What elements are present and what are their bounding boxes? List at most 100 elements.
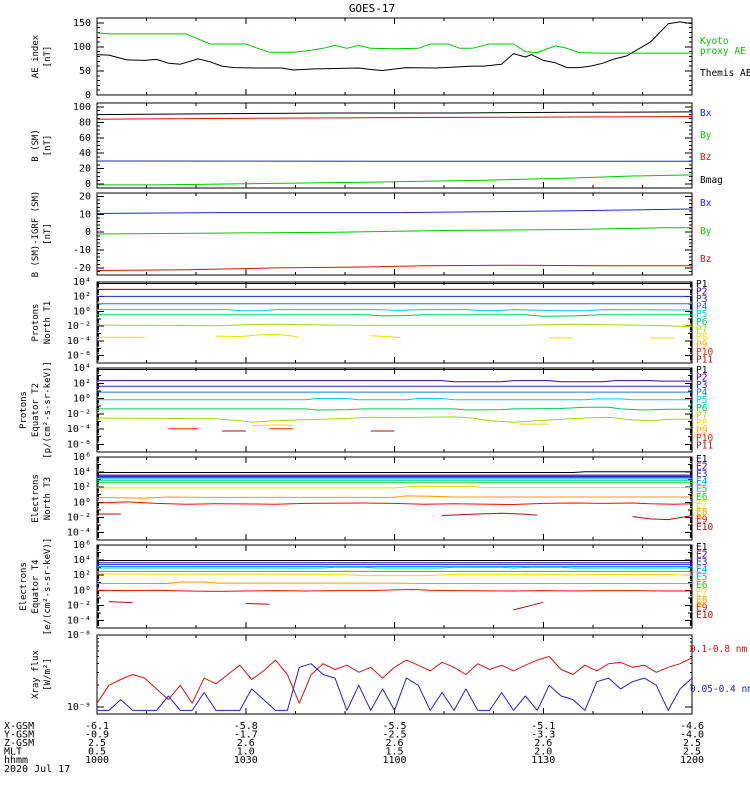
y-axis-label: [nT] [43, 46, 53, 68]
axis-row-value: -2.5 [382, 730, 406, 741]
axis-row-value: 2.5 [88, 738, 106, 749]
series-E10 [632, 515, 693, 521]
series-xray-short [97, 663, 693, 711]
legend-item-E4: E4 [696, 565, 708, 576]
y-axis-label: AE index [31, 34, 41, 78]
axis-row-value: -5.5 [382, 721, 406, 732]
axis-row-value: -6.1 [85, 721, 109, 732]
series-E9 [96, 501, 693, 505]
y-tick-label: 0 [85, 90, 91, 101]
legend-item-E8: E8 [696, 507, 708, 518]
legend-item-P10: P10 [696, 347, 713, 358]
series-Bz [96, 264, 692, 271]
axis-row-value: 2.0 [534, 747, 552, 758]
series-Bx [96, 208, 693, 214]
panel-electrons-equator-t4: 10⁶ 10⁴ 10² 10⁰ 10⁻² 10⁻⁴ Electrons Equator T4[… [19, 538, 713, 636]
y-tick-label: 10⁻² [67, 600, 91, 611]
legend-item-P1: P1 [696, 365, 708, 376]
legend-item-E2: E2 [696, 462, 707, 473]
y-axis-label: [nT] [43, 223, 53, 245]
y-tick-label: 10 [79, 209, 91, 220]
y-axis-label: Xray flux [31, 650, 41, 699]
y-tick-label: 20 [79, 164, 91, 175]
y-tick-label: 20 [79, 192, 91, 203]
bottom-axis: X-GSM -6.1 -5.8 -5.5 -5.1 -4.6 Y-GSM -0.9 -1.7 -2… [4, 721, 704, 766]
y-tick-label: 10⁰ [73, 306, 91, 317]
y-axis-label: B (SM) [31, 129, 41, 162]
y-tick-label: 10⁻² [67, 512, 91, 523]
panel-protons-equator-t2: 10⁴ 10² 10⁰ 10⁻² 10⁻⁴ 10⁻⁶ Protons Equator T2 [p… [19, 361, 713, 459]
legend-item-E3: E3 [696, 557, 707, 568]
legend-item-P8: P8 [696, 418, 708, 429]
legend-item-E8: E8 [696, 595, 708, 606]
y-tick-label: 10⁰ [73, 497, 91, 508]
series-By [96, 227, 692, 235]
y-tick-label: -10 [73, 245, 91, 256]
axis-row-value: 1.5 [385, 747, 403, 758]
date-label: 2020 Jul 17 [4, 764, 70, 775]
y-axis-label: [nT] [43, 135, 53, 157]
legend-item-P10: P10 [696, 433, 713, 444]
y-tick-label: 10⁻⁴ [67, 424, 91, 435]
panel-frame [96, 281, 693, 364]
axis-row-value: -0.9 [85, 730, 109, 741]
axis-row-value: 2.6 [237, 738, 255, 749]
y-tick-label: -20 [73, 263, 91, 274]
y-tick-label: 10⁻⁴ [67, 527, 91, 538]
y-tick-label: 10⁴ [73, 363, 91, 374]
legend-item-P9: P9 [696, 339, 708, 350]
panel-protons-north-t1: 10⁴ 10² 10⁰ 10⁻² 10⁻⁴ 10⁻⁶ Protons North T1 P1P2… [31, 277, 713, 366]
series-E8 [96, 495, 692, 499]
panel-b-sm: 0 20 40 60 80 100 B (SM) [nT] Bx By Bz Bmag [31, 102, 723, 190]
axis-row-value: -4.6 [680, 721, 704, 732]
panel-b-sm-igrf: -20 -10 0 10 20 B (SM)-IGRF (SM) [nT] Bx By Bz [31, 191, 712, 278]
axis-row-value: 0.5 [88, 747, 106, 758]
axis-row-value: -3.3 [531, 730, 555, 741]
legend-item-E6: E6 [696, 492, 708, 503]
y-axis-label: [p/(cm²-s-sr-keV)] [43, 361, 53, 459]
legend-item-E7: E7 [696, 587, 707, 598]
series-Bmag [96, 111, 693, 116]
legend-item-P3: P3 [696, 294, 707, 305]
legend-item-P3: P3 [696, 380, 707, 391]
y-axis-label: North T3 [43, 477, 53, 520]
y-tick-label: 0 [85, 179, 91, 190]
axis-row-value: 2.5 [683, 738, 701, 749]
series-kyoto-proxy-ae [96, 32, 692, 54]
y-tick-label: 10⁶ [73, 540, 91, 551]
legend-item-E9: E9 [696, 514, 708, 525]
y-tick-label: 10⁴ [73, 277, 91, 288]
y-tick-label: 10⁰ [73, 394, 91, 405]
legend-item-Bmag: Bmag [700, 175, 723, 186]
series-P5 [97, 309, 693, 312]
series-E7 [96, 573, 693, 577]
series-P5 [97, 398, 692, 401]
axis-row-label-X-GSM: X-GSM [4, 721, 34, 732]
legend-item-Bz: Bz [700, 254, 711, 265]
series-P8 [215, 333, 300, 338]
axis-row-value: -4.0 [680, 730, 704, 741]
y-tick-label: 40 [79, 148, 91, 159]
axis-row-label-MLT: MLT [4, 747, 22, 758]
series-P2 [97, 380, 692, 383]
legend-item-P11: P11 [696, 355, 713, 366]
legend-item-E7: E7 [696, 499, 707, 510]
y-tick-label: 150 [73, 18, 91, 29]
series-E10 [442, 512, 538, 516]
axis-row-label-Z-GSM: Z-GSM [4, 738, 34, 749]
y-tick-label: 10⁶ [73, 452, 91, 463]
y-tick-label: 100 [73, 42, 91, 53]
axis-row-label-Y-GSM: Y-GSM [4, 730, 34, 741]
legend-item-E10: E10 [696, 522, 713, 533]
y-axis-label: [W/m²] [43, 658, 53, 691]
y-axis-label: Equator T2 [31, 383, 41, 437]
panel-frame [96, 102, 693, 189]
legend-item-E1: E1 [696, 454, 708, 465]
series-E10 [108, 601, 133, 604]
panel-frame [96, 192, 693, 276]
y-tick-label: 10⁻⁶ [67, 439, 91, 450]
y-axis-label: Protons [31, 304, 41, 342]
y-tick-label: 10² [73, 292, 91, 303]
